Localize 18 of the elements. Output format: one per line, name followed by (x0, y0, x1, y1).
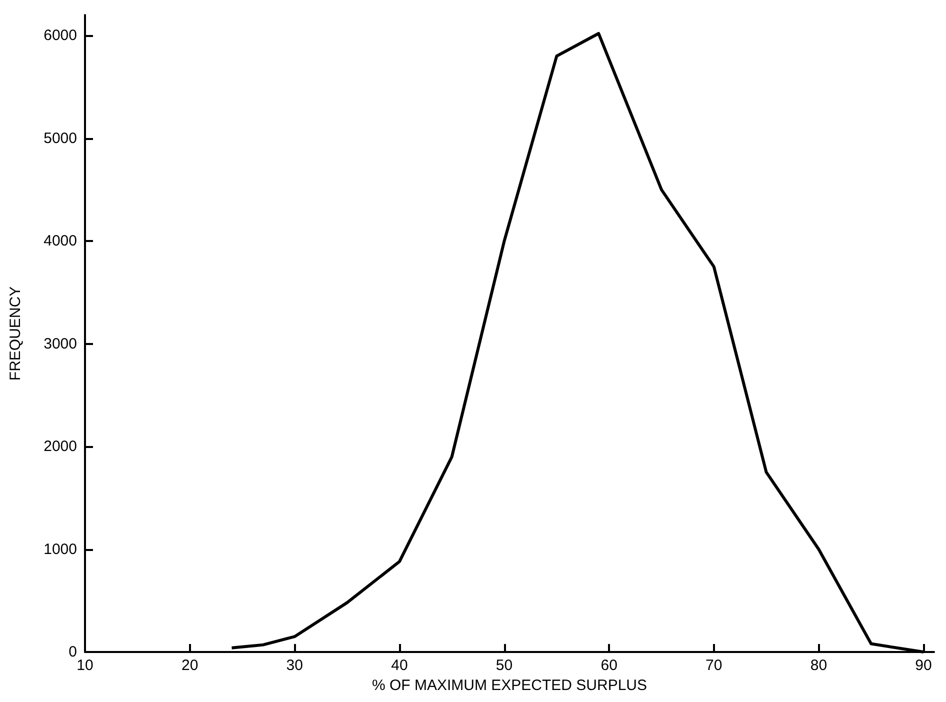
x-tick-label: 70 (706, 657, 722, 674)
x-tick-label: 10 (76, 657, 94, 674)
y-tick-label: 4000 (44, 232, 77, 250)
y-tick-label: 2000 (44, 438, 77, 456)
x-tick-label: 50 (496, 657, 513, 674)
y-axis-title: FREQUENCY (7, 286, 24, 381)
x-axis-title: % OF MAXIMUM EXPECTED SURPLUS (372, 677, 648, 694)
y-tick-label: 1000 (44, 540, 77, 558)
x-tick-label: 20 (181, 657, 198, 674)
y-tick-label: 6000 (44, 27, 77, 44)
x-tick-label: 80 (810, 657, 828, 674)
x-tick-label: 30 (286, 657, 303, 674)
x-tick-label: 60 (600, 657, 618, 674)
x-tick-label: 40 (391, 657, 408, 674)
y-tick-label: 3000 (44, 335, 77, 352)
y-tick-label: 0 (68, 644, 77, 660)
x-tick-label: 90 (915, 657, 932, 674)
y-tick-label: 5000 (44, 130, 77, 147)
